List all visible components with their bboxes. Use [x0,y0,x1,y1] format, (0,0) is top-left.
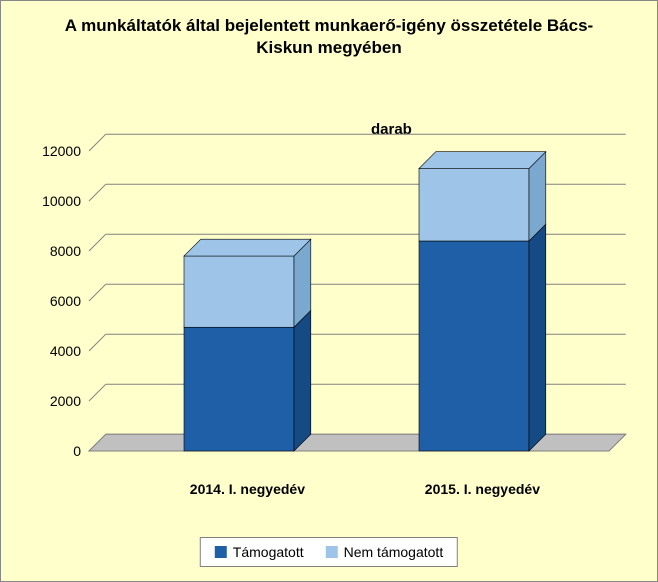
y-axis: 020004000600080001000012000 [1,151,89,451]
y-tick-label: 10000 [42,193,81,209]
legend-label: Támogatott [233,544,304,560]
legend-item: Támogatott [215,544,304,560]
legend-item: Nem támogatott [326,544,444,560]
y-tick-label: 2000 [50,393,81,409]
plot-area [89,151,609,475]
chart-title: A munkáltatók által bejelentett munkaerő… [1,1,657,61]
y-tick-label: 4000 [50,343,81,359]
legend-label: Nem támogatott [344,544,444,560]
legend-swatch [326,546,338,558]
y-tick-label: 0 [73,443,81,459]
chart-floor [69,131,629,471]
x-tick-label: 2015. I. negyedév [425,481,540,497]
legend: Támogatott Nem támogatott [200,537,458,567]
y-tick-label: 6000 [50,293,81,309]
legend-swatch [215,546,227,558]
y-tick-label: 8000 [50,243,81,259]
y-tick-label: 12000 [42,143,81,159]
x-tick-label: 2014. I. negyedév [190,481,305,497]
chart-container: A munkáltatók által bejelentett munkaerő… [0,0,658,582]
